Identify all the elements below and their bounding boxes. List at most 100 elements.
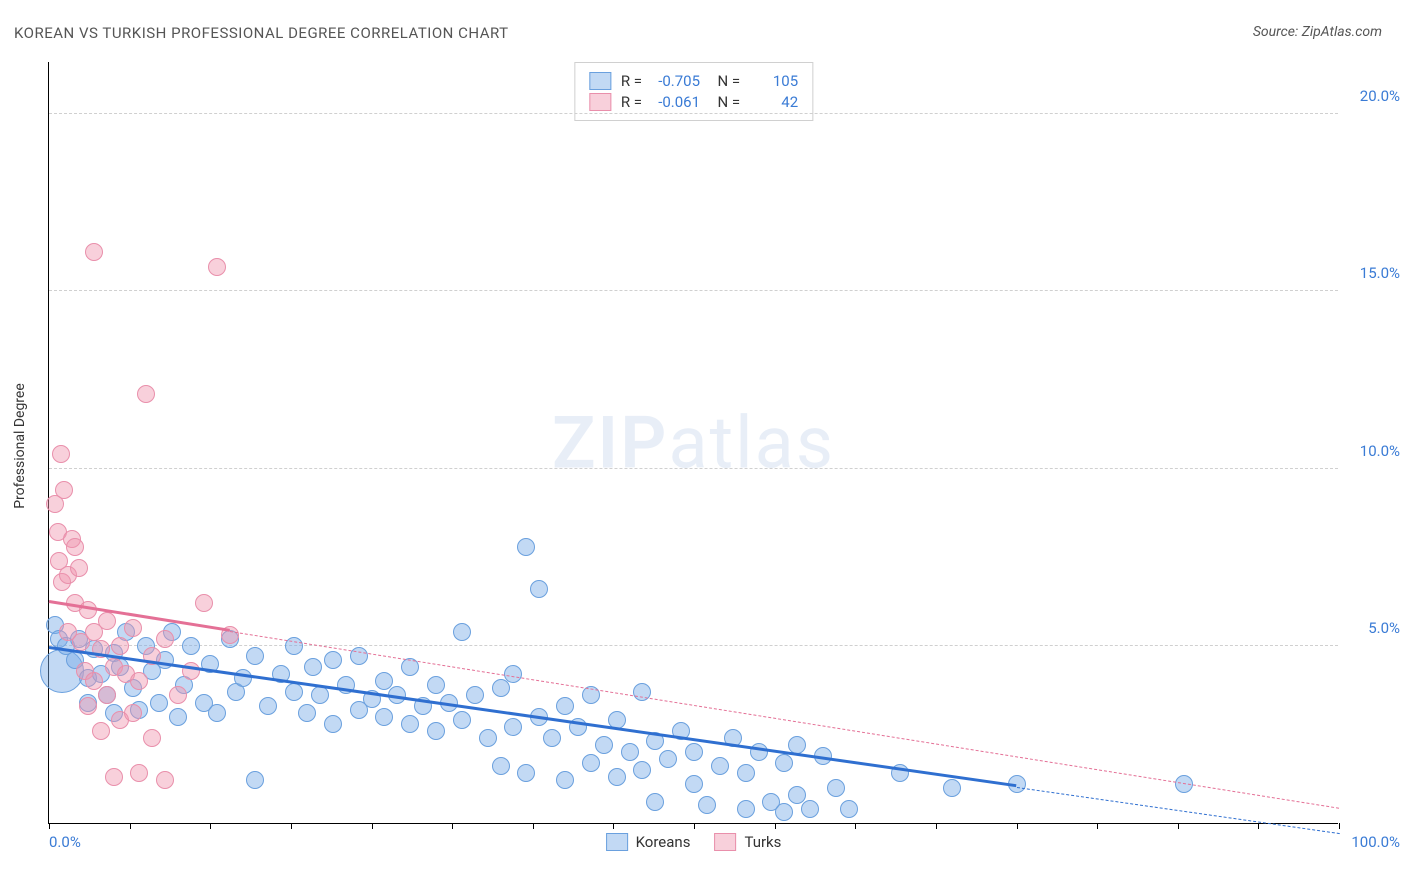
- data-point: [98, 686, 116, 704]
- data-point: [427, 676, 445, 694]
- data-point: [840, 800, 858, 818]
- data-point: [182, 662, 200, 680]
- scatter-plot: ZIPatlas R = -0.705 N = 105 R = -0.061 N…: [48, 62, 1338, 824]
- data-point: [111, 637, 129, 655]
- data-point: [827, 779, 845, 797]
- data-point: [130, 764, 148, 782]
- data-point: [79, 601, 97, 619]
- data-point: [943, 779, 961, 797]
- data-point: [685, 775, 703, 793]
- chart-title: KOREAN VS TURKISH PROFESSIONAL DEGREE CO…: [14, 24, 509, 42]
- data-point: [55, 481, 73, 499]
- x-tick-mark: [775, 823, 776, 829]
- x-tick-mark: [1178, 823, 1179, 829]
- n-value-turks: 42: [750, 93, 798, 111]
- x-tick-mark: [1017, 823, 1018, 829]
- data-point: [324, 715, 342, 733]
- data-point: [92, 722, 110, 740]
- data-point: [234, 669, 252, 687]
- r-label: R =: [621, 72, 642, 90]
- x-tick-mark: [613, 823, 614, 829]
- trend-line: [230, 631, 1340, 809]
- data-point: [156, 630, 174, 648]
- data-point: [169, 686, 187, 704]
- r-value-turks: -0.061: [652, 93, 700, 111]
- data-point: [259, 697, 277, 715]
- data-point: [298, 704, 316, 722]
- data-point: [124, 619, 142, 637]
- r-label: R =: [621, 93, 642, 111]
- data-point: [492, 757, 510, 775]
- x-tick-mark: [452, 823, 453, 829]
- data-point: [246, 771, 264, 789]
- x-tick-mark: [130, 823, 131, 829]
- watermark: ZIPatlas: [552, 400, 835, 485]
- data-point: [556, 697, 574, 715]
- data-point: [208, 704, 226, 722]
- data-point: [324, 651, 342, 669]
- x-tick-mark: [1258, 823, 1259, 829]
- watermark-atlas: atlas: [668, 400, 835, 485]
- correlation-legend: R = -0.705 N = 105 R = -0.061 N = 42: [574, 62, 813, 121]
- data-point: [401, 715, 419, 733]
- y-axis-label: Professional Degree: [12, 383, 28, 509]
- gridline: [49, 113, 1338, 114]
- x-tick-mark: [372, 823, 373, 829]
- data-point: [130, 672, 148, 690]
- data-point: [143, 729, 161, 747]
- x-tick-mark: [936, 823, 937, 829]
- data-point: [427, 722, 445, 740]
- data-point: [52, 445, 70, 463]
- data-point: [608, 768, 626, 786]
- data-point: [711, 757, 729, 775]
- data-point: [504, 718, 522, 736]
- gridline: [49, 290, 1338, 291]
- x-tick-mark: [49, 823, 50, 829]
- watermark-zip: ZIP: [552, 400, 668, 485]
- data-point: [595, 736, 613, 754]
- data-point: [137, 385, 155, 403]
- data-point: [85, 243, 103, 261]
- data-point: [169, 708, 187, 726]
- x-tick-mark: [855, 823, 856, 829]
- swatch-turks: [589, 93, 611, 111]
- data-point: [453, 623, 471, 641]
- data-point: [79, 697, 97, 715]
- data-point: [543, 729, 561, 747]
- gridline: [49, 645, 1338, 646]
- n-label: N =: [710, 72, 740, 90]
- data-point: [156, 771, 174, 789]
- r-value-koreans: -0.705: [652, 72, 700, 90]
- n-label: N =: [710, 93, 740, 111]
- data-point: [304, 658, 322, 676]
- data-point: [801, 800, 819, 818]
- legend-row-koreans: R = -0.705 N = 105: [589, 72, 798, 90]
- data-point: [582, 754, 600, 772]
- data-point: [633, 761, 651, 779]
- data-point: [195, 594, 213, 612]
- swatch-koreans-icon: [606, 833, 628, 851]
- data-point: [70, 559, 88, 577]
- x-tick-mark: [1339, 823, 1340, 829]
- data-point: [492, 679, 510, 697]
- data-point: [182, 637, 200, 655]
- data-point: [466, 686, 484, 704]
- data-point: [66, 538, 84, 556]
- data-point: [698, 796, 716, 814]
- x-tick-mark: [291, 823, 292, 829]
- data-point: [530, 580, 548, 598]
- data-point: [453, 711, 471, 729]
- data-point: [659, 750, 677, 768]
- legend-label-koreans: Koreans: [636, 833, 691, 851]
- source-attribution: Source: ZipAtlas.com: [1253, 24, 1382, 40]
- data-point: [246, 647, 264, 665]
- data-point: [105, 768, 123, 786]
- data-point: [150, 694, 168, 712]
- legend-label-turks: Turks: [744, 833, 781, 851]
- data-point: [621, 743, 639, 761]
- x-tick-mark: [1097, 823, 1098, 829]
- data-point: [311, 686, 329, 704]
- data-point: [685, 743, 703, 761]
- series-legend: Koreans Turks: [606, 833, 782, 851]
- legend-item-turks: Turks: [714, 833, 781, 851]
